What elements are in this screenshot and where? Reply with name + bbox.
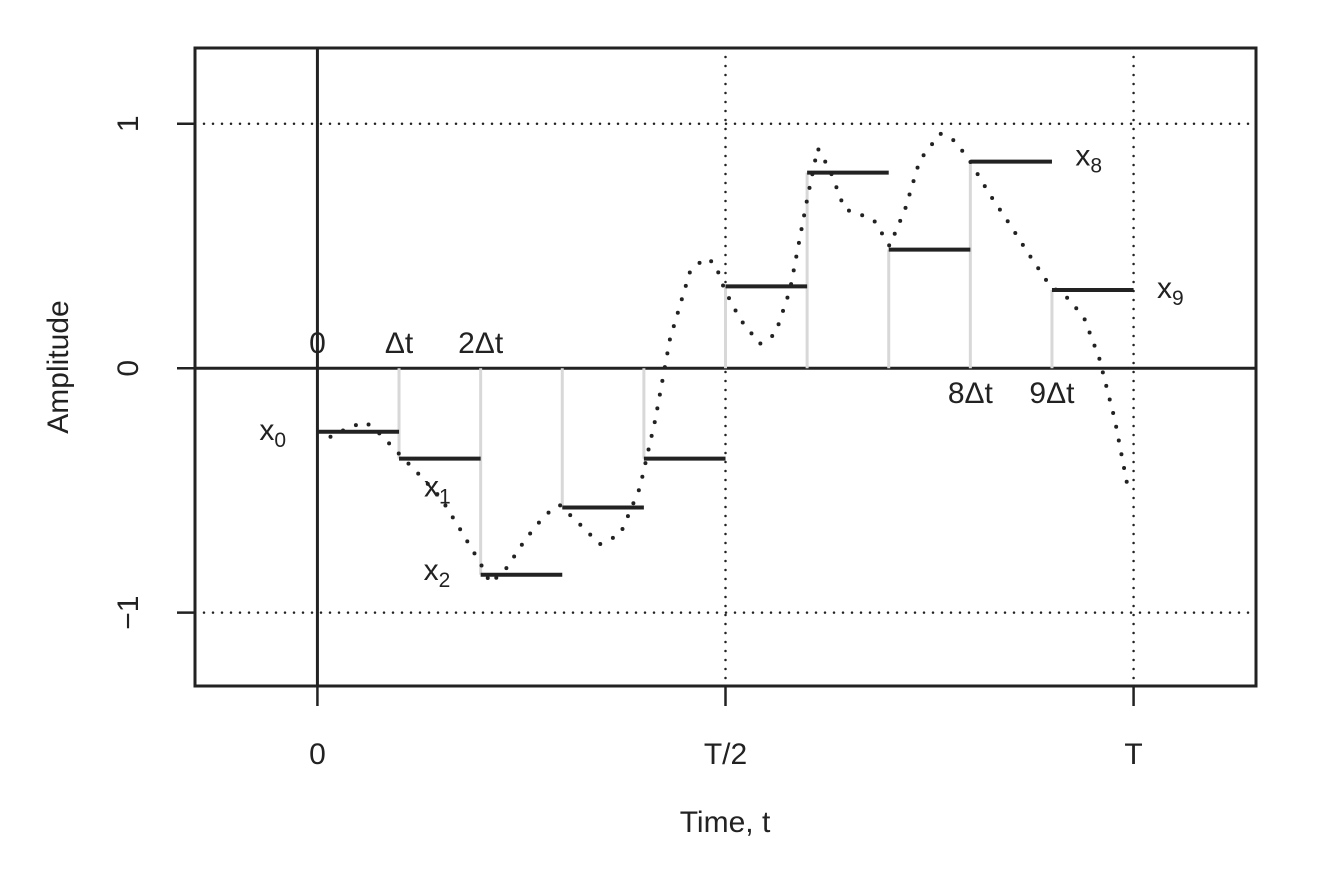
sample-label-text: x (424, 471, 439, 504)
y-axis-title: Amplitude (42, 300, 75, 433)
x-axis-title: Time, t (680, 806, 771, 839)
step-tick-label: Δt (385, 327, 414, 360)
step-tick-label: 9Δt (1029, 377, 1075, 410)
sample-label-text: x (259, 414, 274, 447)
signal-curve (328, 131, 1130, 586)
x-tick-label: T (1124, 738, 1142, 771)
step-tick-label: 2Δt (458, 327, 504, 360)
plot-frame (193, 46, 1258, 688)
sample-label-text: x (1157, 272, 1172, 305)
x-tick-label: T/2 (704, 738, 747, 771)
x-tick-label: 0 (309, 738, 326, 771)
y-tick-label: −1 (112, 596, 145, 630)
step-tick-label: 0 (309, 327, 326, 360)
sample-label: x0 (259, 414, 286, 452)
sample-label: x9 (1157, 272, 1184, 310)
y-tick-label: 0 (112, 360, 145, 377)
sample-label-sub: 1 (439, 485, 451, 508)
sample-label-sub: 9 (1172, 287, 1184, 310)
sample-label-sub: 8 (1090, 154, 1102, 177)
step-tick-label: 8Δt (948, 377, 994, 410)
sample-label-text: x (424, 554, 439, 587)
sample-label: x1 (424, 471, 451, 509)
sample-label-sub: 2 (439, 568, 451, 591)
sample-label-text: x (1075, 140, 1090, 173)
sample-label-sub: 0 (274, 428, 286, 451)
sample-label: x2 (424, 554, 451, 592)
y-tick-label: 1 (112, 115, 145, 132)
sample-label: x8 (1075, 140, 1102, 178)
